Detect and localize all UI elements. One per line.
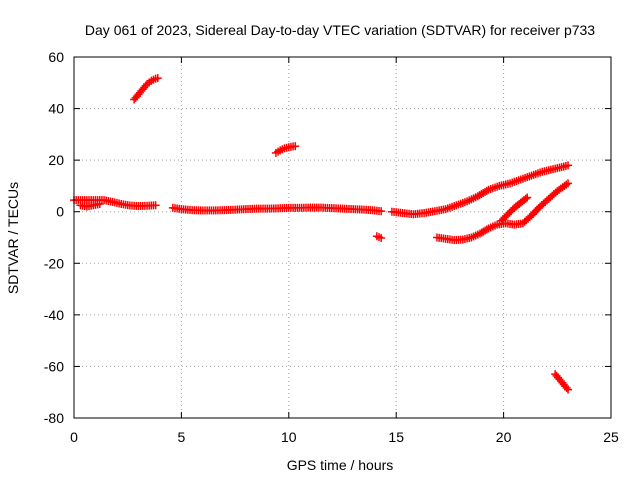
- y-tick-label: -20: [44, 255, 64, 271]
- data-point-interp: [521, 194, 530, 203]
- series-4: [433, 179, 573, 245]
- data-point: [564, 161, 573, 170]
- data-point: [377, 207, 386, 216]
- data-point: [151, 201, 160, 210]
- grid-lines: [74, 57, 611, 418]
- y-axis-title: SDTVAR / TECUs: [5, 182, 21, 294]
- y-tick-label: -60: [44, 358, 64, 374]
- y-tick-label: 40: [48, 101, 64, 117]
- series-6: [130, 74, 162, 104]
- data-point-interp: [562, 180, 571, 189]
- data-point: [564, 385, 573, 394]
- x-tick-label: 5: [178, 429, 186, 445]
- data-point: [291, 142, 300, 151]
- y-tick-label: 20: [48, 152, 64, 168]
- series-5: [497, 193, 532, 225]
- x-tick-label: 15: [388, 429, 404, 445]
- series-8: [372, 232, 386, 243]
- data-point-interp: [562, 383, 571, 392]
- data-point: [377, 234, 386, 243]
- y-tick-label: 0: [56, 204, 64, 220]
- y-tick-label: -80: [44, 410, 64, 426]
- data-points: [70, 74, 573, 394]
- data-point: [564, 179, 573, 188]
- y-tick-label: -40: [44, 307, 64, 323]
- x-tick-label: 10: [281, 429, 297, 445]
- data-point: [153, 74, 162, 83]
- x-tick-label: 25: [603, 429, 619, 445]
- data-point: [523, 193, 532, 202]
- plot-frame: [73, 56, 612, 419]
- x-axis-title: GPS time / hours: [287, 457, 394, 473]
- y-tick-label: 60: [48, 49, 64, 65]
- series-0: [70, 196, 160, 211]
- data-point-interp: [482, 186, 491, 195]
- x-tick-label: 20: [496, 429, 512, 445]
- series-9: [551, 370, 573, 394]
- x-tick-label: 0: [70, 429, 78, 445]
- series-3: [387, 161, 573, 219]
- series-2: [168, 203, 386, 216]
- series-7: [271, 142, 300, 157]
- data-point: [95, 199, 104, 208]
- series-1: [76, 199, 104, 211]
- chart-title: Day 061 of 2023, Sidereal Day-to-day VTE…: [85, 22, 595, 38]
